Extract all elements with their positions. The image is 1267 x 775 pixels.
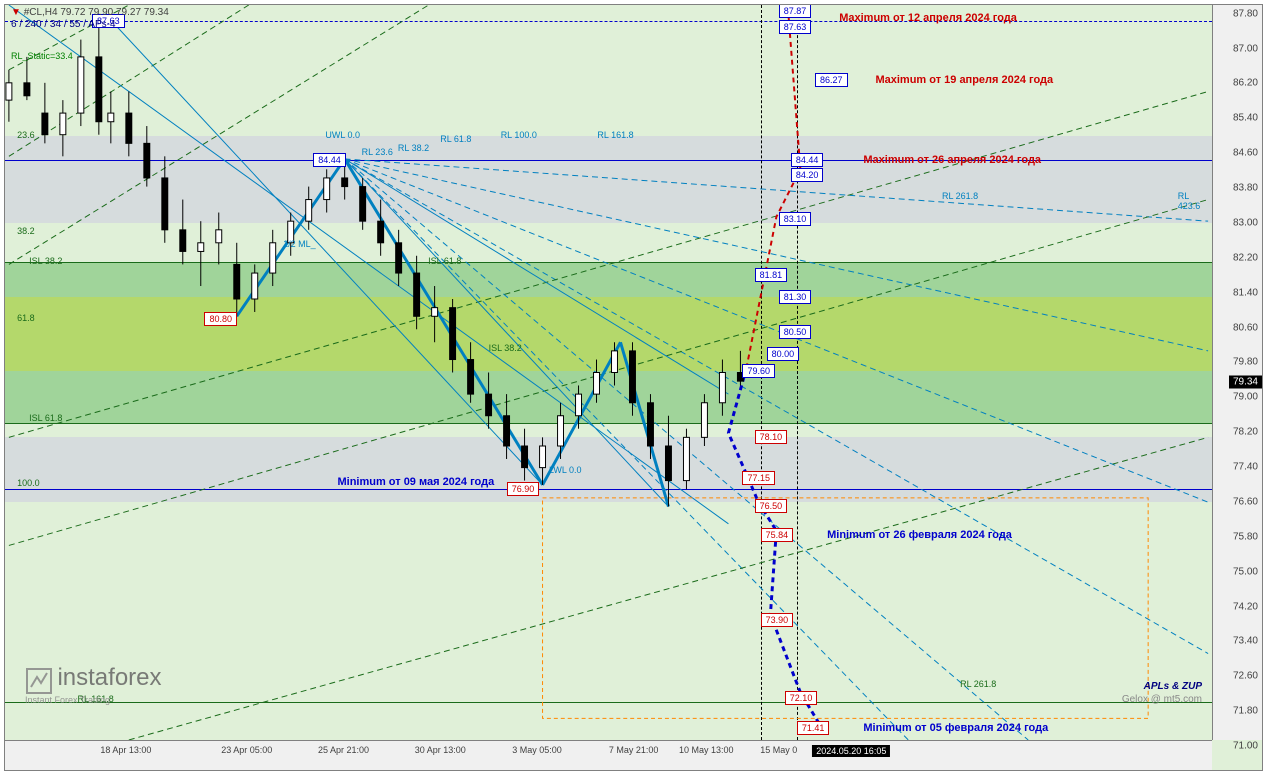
price-label: 80.50 [779, 325, 812, 339]
price-label: 84.20 [791, 168, 824, 182]
fib-label: 100.0 [17, 478, 40, 488]
y-tick-label: 76.60 [1233, 496, 1258, 507]
y-tick-label: 87.00 [1233, 43, 1258, 54]
watermark-sub: Instant Forex Trading [25, 695, 162, 705]
price-label: 80.80 [204, 312, 237, 326]
price-label: 73.90 [761, 613, 794, 627]
annotation-text: Maximum от 19 апреля 2024 года [875, 74, 1053, 86]
fib-label: RL 423.6 [1178, 191, 1212, 211]
chart-area[interactable]: ▼ #CL,H4 79.72 79.90 79.27 79.34 6 / 240… [5, 5, 1212, 740]
fib-label: RL 161.8 [597, 130, 633, 140]
price-label: 78.10 [755, 430, 788, 444]
annotation-text: Minimum от 09 мая 2024 года [337, 476, 494, 488]
annotation-text: Minimum от 26 февраля 2024 года [827, 529, 1012, 541]
price-label: 77.15 [742, 471, 775, 485]
corner-gelox: Gelox @ mt5.com [1122, 694, 1202, 705]
y-tick-label: 84.60 [1233, 148, 1258, 159]
y-tick-label: 79.80 [1233, 357, 1258, 368]
fib-label: RL 261.8 [942, 191, 978, 201]
y-tick-label: 74.20 [1233, 601, 1258, 612]
x-tick-label: 30 Apr 13:00 [415, 745, 466, 755]
y-tick-label: 87.80 [1233, 8, 1258, 19]
y-tick-label: 71.80 [1233, 706, 1258, 717]
x-tick-label: 7 May 21:00 [609, 745, 659, 755]
fib-label: RL 38.2 [398, 143, 429, 153]
y-tick-label: 80.60 [1233, 322, 1258, 333]
fib-label: ISL 38.2 [29, 256, 62, 266]
watermark-main: instaforex [57, 664, 161, 691]
x-tick-label: 15 May 0 [760, 745, 797, 755]
current-price-marker: 79.34 [1229, 376, 1262, 389]
x-tick-label: 3 May 05:00 [512, 745, 562, 755]
price-label: 76.90 [507, 482, 540, 496]
fib-label: ISL 61.8 [29, 413, 62, 423]
y-tick-label: 78.20 [1233, 427, 1258, 438]
x-tick-label: 25 Apr 21:00 [318, 745, 369, 755]
y-tick-label: 81.40 [1233, 287, 1258, 298]
price-label: 75.84 [761, 528, 794, 542]
x-tick-label: 18 Apr 13:00 [100, 745, 151, 755]
fib-label: 23.6 [17, 130, 35, 140]
fib-label: RL 100.0 [501, 130, 537, 140]
fib-label: RL 23.6 [362, 147, 393, 157]
x-tick-label: 23 Apr 05:00 [221, 745, 272, 755]
chart-container: ▼ #CL,H4 79.72 79.90 79.27 79.34 6 / 240… [4, 4, 1263, 771]
y-tick-label: 83.00 [1233, 217, 1258, 228]
watermark: instaforex Instant Forex Trading [25, 664, 162, 705]
corner-apls: APLs & ZUP [1144, 681, 1202, 692]
y-tick-label: 75.80 [1233, 531, 1258, 542]
y-tick-label: 85.40 [1233, 113, 1258, 124]
price-label: 81.81 [755, 268, 788, 282]
y-tick-label: 71.00 [1233, 741, 1258, 752]
price-label: 86.27 [815, 73, 848, 87]
price-label: 80.00 [767, 347, 800, 361]
annotation-text: Maximum от 12 апреля 2024 года [839, 12, 1017, 24]
price-label: 76.50 [755, 499, 788, 513]
y-tick-label: 77.40 [1233, 462, 1258, 473]
fib-label: ISL 61.8 [428, 256, 461, 266]
fib-label: 1/2 ML_ [283, 239, 316, 249]
y-axis: 87.80 87.00 86.20 85.40 84.60 83.80 83.00 82.20… [1212, 5, 1262, 740]
fib-label: UWL 0.0 [325, 130, 360, 140]
price-label: 71.41 [797, 721, 830, 735]
y-tick-label: 75.00 [1233, 566, 1258, 577]
fib-label: RL 261.8 [960, 679, 996, 689]
price-label: 87.87 [779, 5, 812, 18]
chart-title: ▼ #CL,H4 79.72 79.90 79.27 79.34 [11, 7, 169, 18]
y-tick-label: 82.20 [1233, 252, 1258, 263]
x-tick-current: 2024.05.20 16:05 [812, 745, 890, 757]
annotation-text: Minimum от 05 февраля 2024 года [863, 722, 1048, 734]
y-tick-label: 79.00 [1233, 392, 1258, 403]
price-label: 84.44 [313, 153, 346, 167]
fib-label: ISL 38.2 [489, 343, 522, 353]
fib-label: RL 61.8 [440, 134, 471, 144]
x-tick-label: 10 May 13:00 [679, 745, 734, 755]
y-tick-label: 72.60 [1233, 671, 1258, 682]
price-label: 83.10 [779, 212, 812, 226]
fib-label: LWL 0.0 [549, 465, 582, 475]
price-label: 79.60 [742, 364, 775, 378]
fib-label: 61.8 [17, 313, 35, 323]
y-tick-label: 73.40 [1233, 636, 1258, 647]
fib-label: 38.2 [17, 226, 35, 236]
chart-params: 6 / 240 / 34 / 55 / APs-4 [11, 19, 116, 30]
logo-icon [25, 667, 53, 695]
x-axis: 18 Apr 13:00 23 Apr 05:00 25 Apr 21:00 30 A… [5, 740, 1212, 770]
rl-static-label: RL_Static=33.4 [11, 51, 73, 61]
y-tick-label: 83.80 [1233, 183, 1258, 194]
y-tick-label: 86.20 [1233, 78, 1258, 89]
candlesticks [5, 5, 1212, 740]
price-label: 81.30 [779, 290, 812, 304]
price-label: 72.10 [785, 691, 818, 705]
annotation-text: Maximum от 26 апреля 2024 года [863, 154, 1041, 166]
price-label: 84.44 [791, 153, 824, 167]
price-label: 87.63 [779, 20, 812, 34]
